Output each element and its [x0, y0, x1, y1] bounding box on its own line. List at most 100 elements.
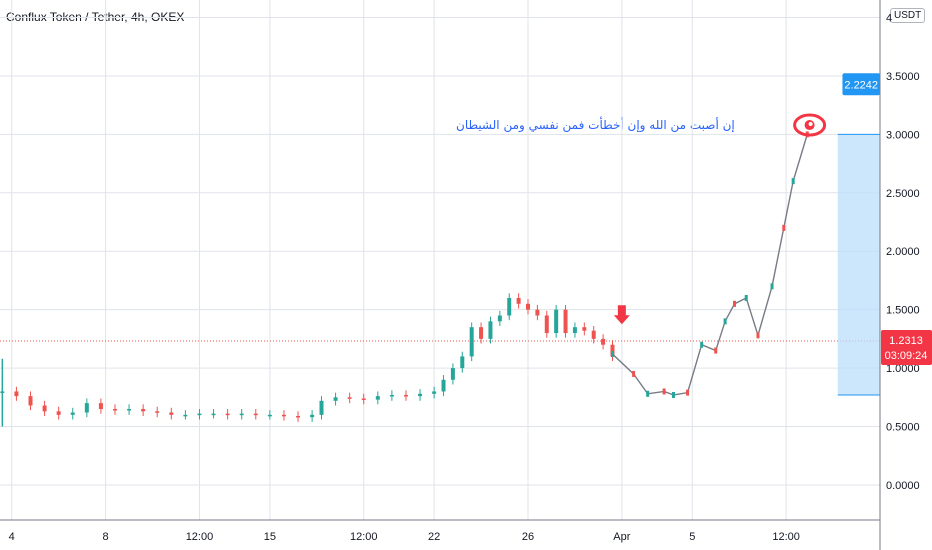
candle-body: [469, 327, 474, 357]
candle-body: [544, 315, 549, 334]
candle-body: [516, 297, 521, 304]
candle-body: [535, 309, 540, 316]
x-tick-label: 12:00: [186, 531, 214, 543]
last-price-label: 1.2313: [889, 335, 923, 347]
last-price-tag: [881, 330, 932, 366]
chart-annotation-text: إن أصبت من الله وإن أخطأت فمن نفسي ومن ا…: [456, 118, 735, 132]
candle-body: [610, 344, 615, 357]
projection-tag: [842, 73, 880, 96]
candle-body: [183, 414, 188, 417]
y-tick-label: 3.0000: [886, 129, 920, 141]
forecast-candle: [646, 390, 650, 397]
candle-body: [253, 413, 258, 416]
forecast-candle: [686, 389, 690, 396]
down-arrow-icon: [613, 305, 630, 325]
x-tick-label: 8: [103, 531, 109, 543]
y-tick-label: 0.5000: [886, 422, 920, 434]
candle-body: [361, 398, 366, 400]
y-tick-label: 1.5000: [886, 305, 920, 317]
forecast-path-line: [612, 134, 808, 396]
candle-body: [526, 303, 530, 310]
candle-body: [582, 327, 587, 331]
candle-body: [28, 396, 33, 406]
candle-body: [296, 416, 301, 418]
candle-body: [563, 309, 568, 334]
x-tick-label: 15: [264, 531, 276, 543]
currency-unit-badge[interactable]: USDT: [890, 8, 926, 23]
candle-body: [112, 408, 117, 411]
candle-body: [479, 327, 484, 339]
countdown-label: 03:09:24: [885, 350, 928, 362]
forecast-candle: [770, 283, 774, 290]
y-tick-label: 2.0000: [886, 246, 920, 258]
forecast-candle: [662, 388, 666, 395]
candle-body: [488, 321, 493, 339]
candle-body: [389, 394, 394, 397]
candle-body: [375, 396, 380, 400]
forecast-candle: [671, 391, 675, 398]
candle-body: [572, 327, 577, 334]
forecast-candle: [782, 224, 786, 231]
candle-body: [281, 414, 286, 417]
candle-body: [432, 391, 437, 394]
candle-body: [591, 330, 596, 339]
candle-body: [98, 403, 103, 409]
forecast-candle: [733, 300, 737, 307]
candle-body: [211, 413, 216, 416]
candle-body: [333, 397, 338, 401]
chart-grid: [0, 0, 880, 520]
x-tick-label: 22: [428, 531, 440, 543]
projection-label: 2.2242: [844, 79, 878, 91]
candle-body: [56, 411, 61, 415]
candle-body: [319, 400, 324, 415]
x-tick-label: Apr: [613, 531, 630, 543]
x-tick-label: 12:00: [772, 531, 800, 543]
candle-body: [554, 309, 559, 334]
x-tick-label: 4: [9, 531, 15, 543]
forecast-candle: [700, 341, 704, 348]
candle-body: [70, 412, 75, 415]
candle-body: [460, 356, 465, 369]
x-tick-label: 26: [522, 531, 534, 543]
forecast-candle: [756, 332, 760, 339]
forecast-candle: [791, 178, 795, 185]
candle-body: [14, 391, 19, 397]
x-axis: 4 8 12:00 15 12:00 22 26 Apr 5 12:00: [0, 519, 880, 543]
projection-box: [837, 133, 880, 396]
eye-icon: [793, 113, 827, 137]
forecast-candle: [714, 347, 718, 354]
y-tick-label: 4: [886, 13, 892, 25]
x-tick-label: 5: [689, 531, 695, 543]
y-tick-label: 3.5000: [886, 71, 920, 83]
forecast-candle: [610, 351, 614, 358]
y-tick-label: 2.5000: [886, 188, 920, 200]
x-tick-label: 12:00: [350, 531, 378, 543]
candle-body: [169, 412, 174, 415]
chart-title: Conflux Token / Tether, 4h, OKEX: [6, 10, 185, 24]
candle-body: [507, 297, 512, 316]
candle-body: [225, 413, 230, 416]
projection-rect: [837, 134, 880, 395]
candle-body: [42, 405, 47, 412]
forecast-candle: [744, 294, 748, 301]
candle-body: [441, 379, 446, 392]
candle-body: [310, 414, 315, 418]
price-labels: 1.2313 03:09:24 2.2242: [842, 73, 932, 366]
candle-body: [450, 368, 455, 380]
candle-body: [347, 397, 352, 399]
candle-body: [239, 413, 244, 416]
candle-body: [601, 338, 606, 345]
candle-body: [84, 403, 89, 413]
forecast-candle: [632, 370, 636, 377]
y-tick-label: 0.0000: [886, 480, 920, 492]
eye-icon-highlight: [808, 122, 813, 127]
candle-body: [155, 411, 160, 413]
candle-body: [403, 394, 408, 397]
candles-group: [0, 293, 615, 427]
forecast-path-group: [610, 113, 827, 398]
candle-body: [267, 414, 272, 417]
candle-body: [197, 413, 202, 416]
candle-body: [141, 408, 146, 412]
candle-body: [497, 315, 502, 322]
